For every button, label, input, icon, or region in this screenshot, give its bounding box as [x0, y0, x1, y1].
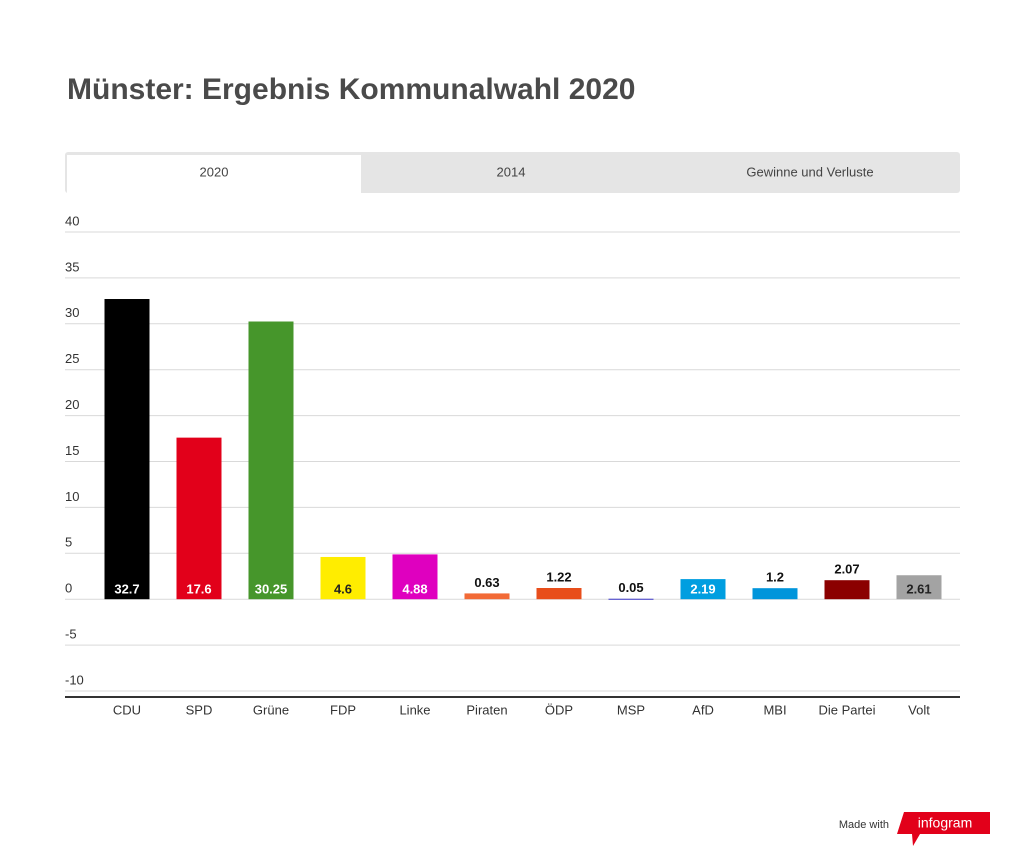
- x-tick-label: MSP: [617, 702, 645, 717]
- y-tick-label: 10: [65, 489, 79, 504]
- value-label: 1.2: [766, 570, 784, 585]
- x-tick-label: Piraten: [466, 702, 507, 717]
- x-tick-label: ÖDP: [545, 702, 573, 717]
- brand-logo[interactable]: [897, 812, 990, 846]
- bar: [320, 556, 366, 600]
- bar: [176, 437, 222, 600]
- bar: [104, 299, 150, 600]
- tab-label[interactable]: 2014: [497, 164, 526, 179]
- y-tick-label: 30: [65, 305, 79, 320]
- bar: [464, 593, 510, 600]
- value-label: 2.19: [690, 582, 715, 597]
- value-label: 32.7: [114, 582, 139, 597]
- x-tick-label: SPD: [186, 702, 213, 717]
- y-tick-label: 35: [65, 259, 79, 274]
- bar: [248, 321, 294, 600]
- bar: [680, 579, 726, 600]
- x-tick-label: Grüne: [253, 702, 289, 717]
- x-tick-label: AfD: [692, 702, 714, 717]
- bar: [536, 588, 582, 600]
- bar: [392, 554, 438, 600]
- y-tick-label: 20: [65, 397, 79, 412]
- x-tick-label: CDU: [113, 702, 141, 717]
- y-tick-label: 5: [65, 535, 72, 550]
- bar: [752, 588, 798, 600]
- x-tick-label: Die Partei: [818, 702, 875, 717]
- value-label: 4.88: [402, 582, 427, 597]
- y-tick-label: 0: [65, 581, 72, 596]
- tab-active[interactable]: [67, 155, 361, 193]
- value-label: 4.6: [334, 582, 352, 597]
- bar: [896, 575, 942, 600]
- y-tick-label: 40: [65, 213, 79, 228]
- chart-title: Münster: Ergebnis Kommunalwahl 2020: [67, 73, 635, 106]
- y-tick-label: 15: [65, 443, 79, 458]
- y-tick-label: -10: [65, 672, 84, 687]
- brand-name[interactable]: infogram: [918, 815, 972, 831]
- value-label: 17.6: [186, 582, 211, 597]
- value-label: 1.22: [546, 569, 571, 584]
- x-tick-label: FDP: [330, 702, 356, 717]
- value-label: 0.63: [474, 575, 499, 590]
- y-tick-label: -5: [65, 627, 77, 642]
- made-with: Made with: [839, 819, 889, 831]
- x-tick-label: MBI: [763, 702, 786, 717]
- value-label: 0.05: [618, 580, 643, 595]
- value-label: 30.25: [255, 582, 288, 597]
- tab-label[interactable]: Gewinne und Verluste: [746, 164, 873, 179]
- bar: [608, 598, 654, 600]
- y-tick-label: 25: [65, 351, 79, 366]
- x-tick-label: Volt: [908, 702, 930, 717]
- tab-label[interactable]: 2020: [200, 164, 229, 179]
- value-label: 2.07: [834, 562, 859, 577]
- bar: [824, 580, 870, 600]
- x-tick-label: Linke: [399, 702, 430, 717]
- value-label: 2.61: [906, 582, 931, 597]
